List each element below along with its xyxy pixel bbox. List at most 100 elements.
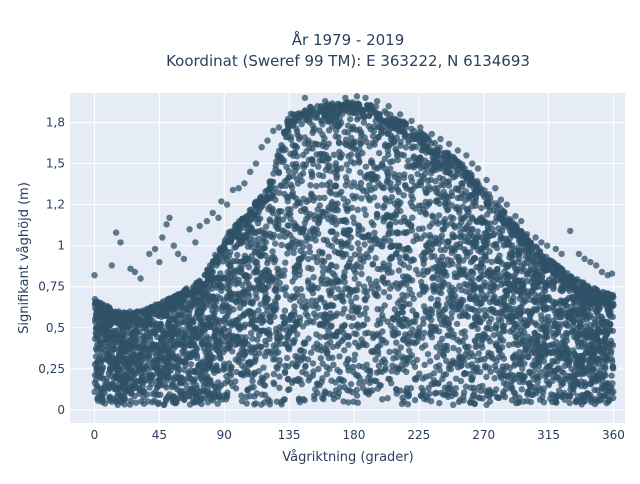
data-point (386, 294, 392, 300)
data-point (213, 318, 219, 324)
data-point (429, 265, 435, 271)
data-point (320, 269, 326, 275)
data-point (482, 388, 488, 394)
data-point (278, 242, 284, 248)
data-point (272, 240, 278, 246)
data-point (406, 301, 412, 307)
data-point (463, 312, 469, 318)
data-point (472, 337, 478, 343)
data-point (462, 370, 468, 376)
data-point (324, 182, 330, 188)
data-point (219, 308, 225, 314)
data-point (442, 201, 448, 207)
data-point (449, 250, 455, 256)
data-point (549, 358, 555, 364)
data-point (263, 239, 269, 245)
data-point (356, 126, 362, 132)
data-point (278, 401, 284, 407)
data-point (276, 385, 282, 391)
data-point (335, 250, 341, 256)
data-point (595, 326, 601, 332)
data-point (433, 238, 439, 244)
data-point (198, 372, 204, 378)
data-point (399, 401, 405, 407)
data-point (332, 182, 338, 188)
data-point (519, 386, 525, 392)
data-point (374, 345, 380, 351)
data-point (607, 313, 613, 319)
data-point (358, 271, 364, 277)
data-point (122, 367, 128, 373)
data-point (213, 364, 219, 370)
data-point (246, 273, 252, 279)
data-point (490, 242, 496, 248)
data-point (413, 312, 419, 318)
data-point (563, 297, 569, 303)
data-point (491, 375, 497, 381)
data-point (149, 381, 155, 387)
data-point (321, 135, 327, 141)
data-point (356, 222, 362, 228)
data-point (198, 401, 204, 407)
data-point (444, 332, 450, 338)
data-point (311, 310, 317, 316)
data-point (461, 246, 467, 252)
data-point (346, 387, 352, 393)
data-point (405, 401, 411, 407)
data-point (289, 278, 295, 284)
data-point (511, 306, 517, 312)
data-point (325, 241, 331, 247)
data-point (223, 256, 229, 262)
data-point (282, 260, 288, 266)
data-point (419, 344, 425, 350)
data-point (444, 243, 450, 249)
data-point (403, 144, 409, 150)
data-point (313, 183, 319, 189)
data-point (219, 345, 225, 351)
data-point (550, 304, 556, 310)
data-point (482, 363, 488, 369)
data-point (395, 300, 401, 306)
data-point (564, 338, 570, 344)
data-point (263, 342, 269, 348)
data-point (516, 399, 522, 405)
data-point (525, 308, 531, 314)
data-point (550, 286, 556, 292)
data-point (464, 282, 470, 288)
data-point (537, 397, 543, 403)
data-point (561, 376, 567, 382)
data-point (349, 323, 355, 329)
data-point (404, 339, 410, 345)
data-point (527, 267, 533, 273)
data-point (301, 164, 307, 170)
data-point (350, 315, 356, 321)
data-point (333, 295, 339, 301)
data-point (313, 237, 319, 243)
data-point (432, 390, 438, 396)
data-point (189, 342, 195, 348)
data-point (373, 283, 379, 289)
data-point (591, 316, 597, 322)
data-point (596, 375, 602, 381)
data-point (584, 334, 590, 340)
data-point (439, 238, 445, 244)
data-point (134, 363, 140, 369)
data-point (399, 362, 405, 368)
data-point (362, 330, 368, 336)
data-point (368, 244, 374, 250)
data-point (169, 396, 175, 402)
data-point (310, 274, 316, 280)
data-point (364, 362, 370, 368)
data-point (438, 247, 444, 253)
data-point (394, 369, 400, 375)
data-point (503, 304, 509, 310)
data-point (588, 397, 594, 403)
data-point (452, 287, 458, 293)
data-point (144, 391, 150, 397)
data-point (596, 361, 602, 367)
data-point (393, 340, 399, 346)
data-point (361, 119, 367, 125)
data-point (465, 362, 471, 368)
data-point (389, 194, 395, 200)
data-point (393, 280, 399, 286)
